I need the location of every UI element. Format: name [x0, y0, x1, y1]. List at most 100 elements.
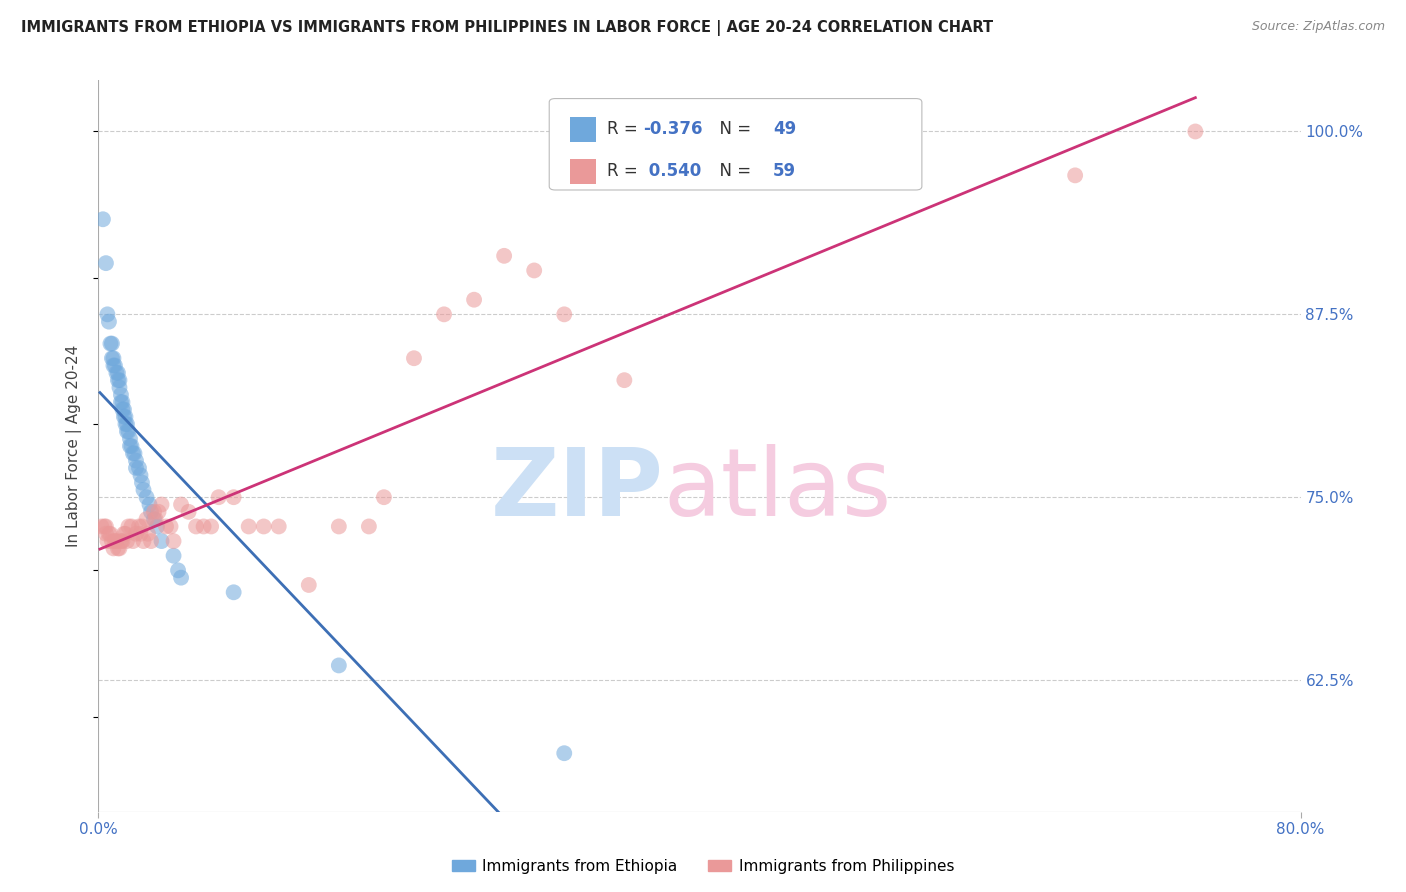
Point	[170, 571, 193, 585]
Y-axis label: In Labor Force | Age 20-24: In Labor Force | Age 20-24	[66, 345, 83, 547]
Point	[328, 519, 350, 533]
Point	[117, 425, 139, 439]
Point	[125, 453, 148, 467]
Point	[135, 490, 157, 504]
Point	[131, 475, 153, 490]
Point	[128, 519, 150, 533]
Point	[155, 519, 177, 533]
Point	[193, 519, 215, 533]
Point	[103, 541, 125, 556]
Point	[107, 373, 129, 387]
Point	[96, 307, 118, 321]
Point	[200, 519, 222, 533]
Point	[402, 351, 425, 366]
Point	[97, 526, 120, 541]
Point	[167, 563, 190, 577]
Text: N =: N =	[709, 120, 756, 138]
Point	[135, 512, 157, 526]
Point	[101, 534, 124, 549]
Point	[107, 541, 129, 556]
Point	[114, 417, 136, 431]
Text: N =: N =	[709, 162, 756, 180]
Point	[91, 212, 114, 227]
Point	[100, 526, 122, 541]
Point	[222, 490, 245, 504]
Point	[463, 293, 485, 307]
Point	[267, 519, 290, 533]
Point	[138, 498, 160, 512]
Point	[114, 409, 136, 424]
Point	[96, 534, 118, 549]
Text: 0.540: 0.540	[643, 162, 702, 180]
Point	[115, 425, 138, 439]
Text: IMMIGRANTS FROM ETHIOPIA VS IMMIGRANTS FROM PHILIPPINES IN LABOR FORCE | AGE 20-: IMMIGRANTS FROM ETHIOPIA VS IMMIGRANTS F…	[21, 20, 993, 36]
Point	[170, 498, 193, 512]
Point	[150, 534, 173, 549]
Point	[94, 526, 117, 541]
Legend: Immigrants from Ethiopia, Immigrants from Philippines: Immigrants from Ethiopia, Immigrants fro…	[446, 853, 960, 880]
Point	[104, 359, 127, 373]
Point	[101, 336, 124, 351]
Point	[110, 534, 132, 549]
Point	[148, 505, 170, 519]
Point	[105, 366, 128, 380]
Point	[253, 519, 276, 533]
Point	[104, 534, 127, 549]
Point	[139, 505, 162, 519]
Point	[143, 512, 166, 526]
Point	[136, 526, 159, 541]
FancyBboxPatch shape	[550, 99, 922, 190]
Point	[1184, 124, 1206, 138]
Point	[1064, 169, 1087, 183]
Point	[118, 439, 141, 453]
Point	[114, 526, 136, 541]
Text: R =: R =	[607, 162, 643, 180]
Text: R =: R =	[607, 120, 643, 138]
Text: atlas: atlas	[664, 444, 891, 536]
Point	[90, 519, 112, 533]
Point	[208, 490, 231, 504]
Point	[177, 505, 200, 519]
Point	[129, 526, 152, 541]
Point	[146, 519, 169, 533]
Text: 49: 49	[773, 120, 796, 138]
Point	[94, 519, 117, 533]
Point	[108, 380, 131, 394]
Point	[112, 526, 135, 541]
Point	[108, 541, 131, 556]
Bar	[569, 159, 596, 184]
Point	[115, 417, 138, 431]
Point	[94, 256, 117, 270]
Point	[222, 585, 245, 599]
Point	[553, 746, 575, 760]
Point	[118, 432, 141, 446]
Point	[103, 351, 125, 366]
Point	[129, 468, 152, 483]
Point	[93, 519, 115, 533]
Point	[162, 549, 184, 563]
Point	[97, 315, 120, 329]
Point	[145, 512, 167, 526]
Point	[110, 395, 132, 409]
Point	[613, 373, 636, 387]
Point	[132, 483, 155, 497]
Point	[139, 534, 162, 549]
Point	[110, 388, 132, 402]
Point	[150, 498, 173, 512]
Point	[107, 366, 129, 380]
Point	[122, 534, 145, 549]
Point	[433, 307, 456, 321]
Point	[105, 534, 128, 549]
Point	[112, 402, 135, 417]
Point	[131, 519, 153, 533]
Point	[523, 263, 546, 277]
Point	[121, 519, 143, 533]
Point	[553, 307, 575, 321]
Point	[111, 402, 134, 417]
Point	[111, 395, 134, 409]
Text: 59: 59	[773, 162, 796, 180]
Point	[143, 505, 166, 519]
Point	[117, 519, 139, 533]
Point	[115, 534, 138, 549]
Text: Source: ZipAtlas.com: Source: ZipAtlas.com	[1251, 20, 1385, 33]
